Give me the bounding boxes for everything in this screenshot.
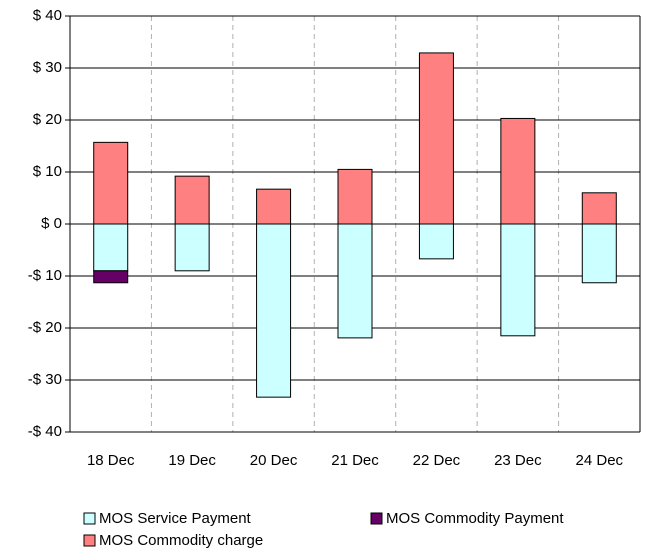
y-tick-label: -$ 20 <box>28 319 62 336</box>
bar <box>337 223 373 339</box>
bar <box>93 141 129 225</box>
bar <box>418 52 454 225</box>
bar <box>256 223 292 398</box>
legend-swatch <box>83 512 96 525</box>
x-tick-label: 23 Dec <box>494 452 542 469</box>
legend-label: MOS Commodity charge <box>99 532 263 549</box>
y-tick-label: -$ 40 <box>28 423 62 440</box>
bar <box>581 192 617 225</box>
bar <box>256 188 292 225</box>
x-tick-label: 24 Dec <box>576 452 624 469</box>
legend-label: MOS Commodity Payment <box>386 510 564 527</box>
legend-label: MOS Service Payment <box>99 510 252 527</box>
x-tick-label: 18 Dec <box>87 452 135 469</box>
x-tick-label: 20 Dec <box>250 452 298 469</box>
x-tick-label: 19 Dec <box>168 452 216 469</box>
bar <box>500 223 536 337</box>
bar <box>174 175 210 225</box>
x-tick-label: 21 Dec <box>331 452 379 469</box>
y-tick-label: $ 30 <box>33 59 62 76</box>
y-tick-label: $ 20 <box>33 111 62 128</box>
y-tick-label: $ 0 <box>41 215 62 232</box>
bar <box>500 117 536 225</box>
bar <box>581 223 617 284</box>
legend-swatch <box>83 534 96 547</box>
bar <box>93 270 129 284</box>
x-tick-label: 22 Dec <box>413 452 461 469</box>
bar <box>337 168 373 225</box>
y-tick-label: -$ 10 <box>28 267 62 284</box>
bar <box>93 223 129 272</box>
bar <box>174 223 210 272</box>
y-tick-label: -$ 30 <box>28 371 62 388</box>
legend-swatch <box>370 512 383 525</box>
bar <box>418 223 454 260</box>
y-tick-label: $ 40 <box>33 7 62 24</box>
y-tick-label: $ 10 <box>33 163 62 180</box>
